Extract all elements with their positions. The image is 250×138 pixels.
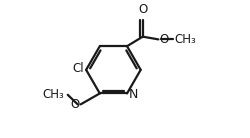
Text: O: O — [160, 33, 169, 46]
Text: O: O — [70, 98, 80, 111]
Text: Cl: Cl — [72, 62, 84, 75]
Text: O: O — [138, 3, 147, 16]
Text: N: N — [129, 88, 138, 101]
Text: CH₃: CH₃ — [174, 33, 196, 46]
Text: CH₃: CH₃ — [42, 88, 64, 101]
